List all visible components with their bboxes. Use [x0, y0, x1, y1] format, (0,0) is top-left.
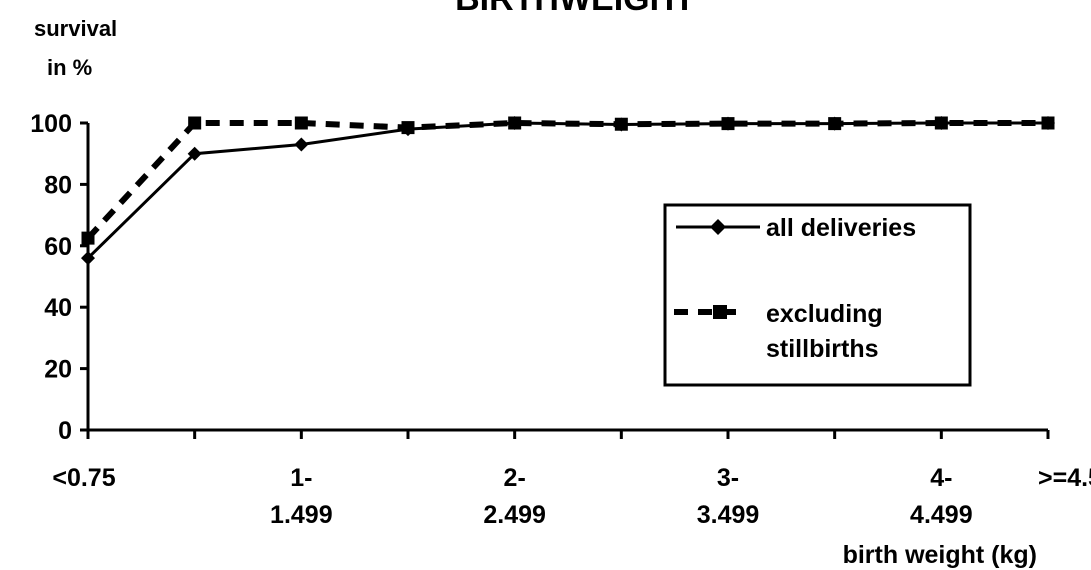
legend-label-excluding-stillbirths-line-1: excluding: [766, 300, 883, 328]
x-tick-label: 4.499: [910, 501, 973, 529]
y-axis-label-line-2: in %: [47, 55, 92, 80]
y-tick-label: 100: [30, 110, 72, 138]
legend-marker-excluding-stillbirths: [713, 305, 727, 319]
data-point-square: [1041, 116, 1055, 130]
data-point-square: [508, 116, 522, 130]
data-point-diamond: [187, 146, 202, 161]
data-point-square: [934, 116, 948, 130]
y-tick-label: 20: [44, 356, 72, 384]
x-tick-label: 3-: [717, 464, 739, 492]
y-tick-label: 60: [44, 233, 72, 261]
series-line-1: [85, 119, 1048, 241]
x-tick-label: 1.499: [270, 501, 333, 529]
x-tick-label: 1-: [290, 464, 312, 492]
legend-label-excluding-stillbirths-line-2: stillbirths: [766, 335, 879, 363]
legend: all deliveries excluding stillbirths: [663, 203, 972, 387]
data-point-square: [614, 117, 628, 131]
legend-marker-all-deliveries: [710, 219, 726, 235]
y-tick-label: 40: [44, 294, 72, 322]
x-tick-label: 4-: [930, 464, 952, 492]
x-axis-label: birth weight (kg): [843, 541, 1037, 569]
y-tick-label: 0: [58, 417, 72, 445]
legend-box: [663, 203, 972, 387]
series-layer: [81, 116, 1055, 266]
legend-label-all-deliveries: all deliveries: [766, 214, 916, 242]
data-point-diamond: [294, 137, 309, 152]
x-tick-label: 2.499: [483, 501, 546, 529]
axes: 0 20 40 60 80 100 <0.75 1- 1.499 2- 2.499 3- 3.499 4-…: [30, 110, 1091, 529]
x-tick-label: <0.75: [52, 464, 115, 492]
x-tick-label: 3.499: [697, 501, 760, 529]
y-axis-label-line-1: survival: [34, 16, 117, 41]
data-point-square: [828, 117, 842, 131]
data-point-square: [81, 231, 95, 245]
chart-title: BIRTHWEIGHT: [455, 0, 695, 18]
data-point-square: [294, 116, 308, 130]
x-tick-label: 2-: [504, 464, 526, 492]
data-point-diamond: [81, 251, 95, 266]
y-tick-label: 80: [44, 171, 72, 199]
data-point-square: [401, 121, 415, 135]
data-point-square: [721, 117, 735, 131]
x-tick-label: >=4.5: [1038, 464, 1091, 492]
data-point-square: [188, 116, 202, 130]
